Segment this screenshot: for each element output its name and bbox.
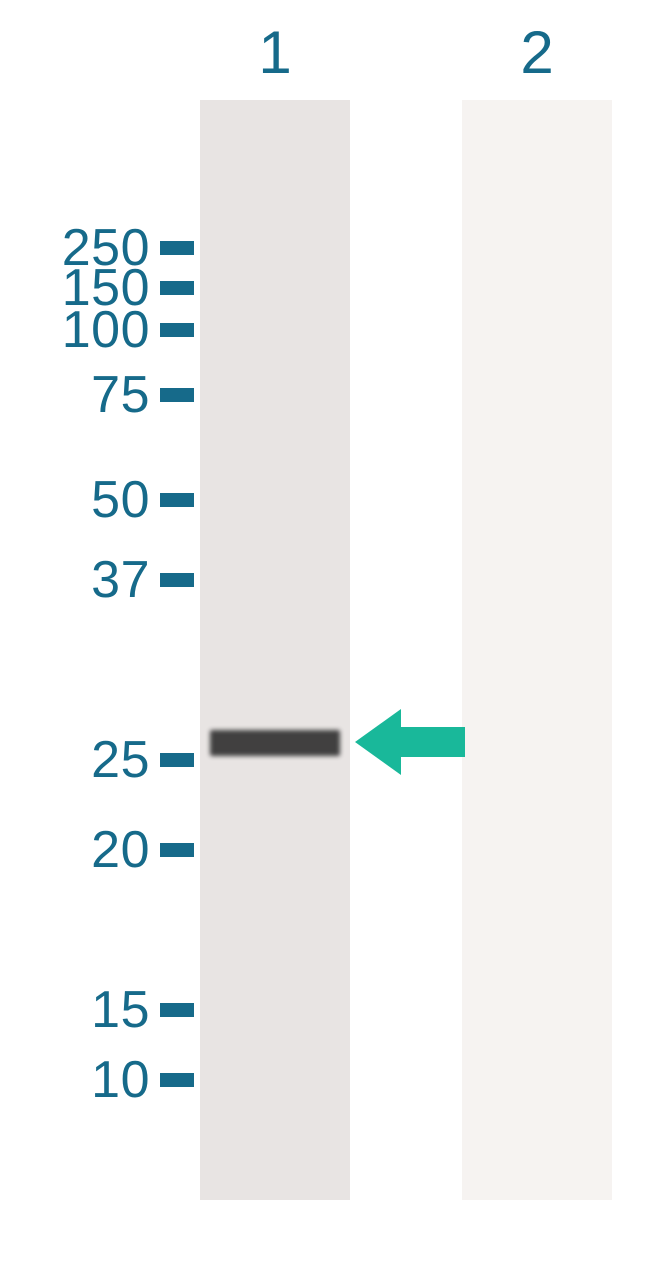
marker-row: 50 bbox=[0, 474, 194, 526]
marker-tick-icon bbox=[160, 1073, 194, 1087]
marker-label: 15 bbox=[0, 980, 150, 1040]
marker-tick-icon bbox=[160, 843, 194, 857]
marker-label: 75 bbox=[0, 365, 150, 425]
marker-label: 100 bbox=[0, 300, 150, 360]
marker-tick-icon bbox=[160, 323, 194, 337]
marker-row: 10 bbox=[0, 1054, 194, 1106]
marker-row: 25 bbox=[0, 734, 194, 786]
marker-tick-icon bbox=[160, 493, 194, 507]
marker-row: 75 bbox=[0, 369, 194, 421]
marker-tick-icon bbox=[160, 388, 194, 402]
band-arrow-icon bbox=[355, 709, 465, 775]
marker-label: 20 bbox=[0, 820, 150, 880]
marker-row: 37 bbox=[0, 554, 194, 606]
marker-label: 50 bbox=[0, 470, 150, 530]
marker-row: 15 bbox=[0, 984, 194, 1036]
marker-label: 10 bbox=[0, 1050, 150, 1110]
blot-canvas: 1 2 25015010075503725201510 bbox=[0, 0, 650, 1270]
lane-2 bbox=[462, 100, 612, 1200]
marker-row: 100 bbox=[0, 304, 194, 356]
marker-row: 20 bbox=[0, 824, 194, 876]
marker-label: 37 bbox=[0, 550, 150, 610]
marker-tick-icon bbox=[160, 753, 194, 767]
lane-1-header: 1 bbox=[235, 18, 315, 87]
lane-2-header: 2 bbox=[497, 18, 577, 87]
marker-tick-icon bbox=[160, 573, 194, 587]
lane-1 bbox=[200, 100, 350, 1200]
protein-band bbox=[210, 730, 340, 756]
marker-tick-icon bbox=[160, 281, 194, 295]
marker-tick-icon bbox=[160, 1003, 194, 1017]
marker-tick-icon bbox=[160, 241, 194, 255]
marker-label: 25 bbox=[0, 730, 150, 790]
